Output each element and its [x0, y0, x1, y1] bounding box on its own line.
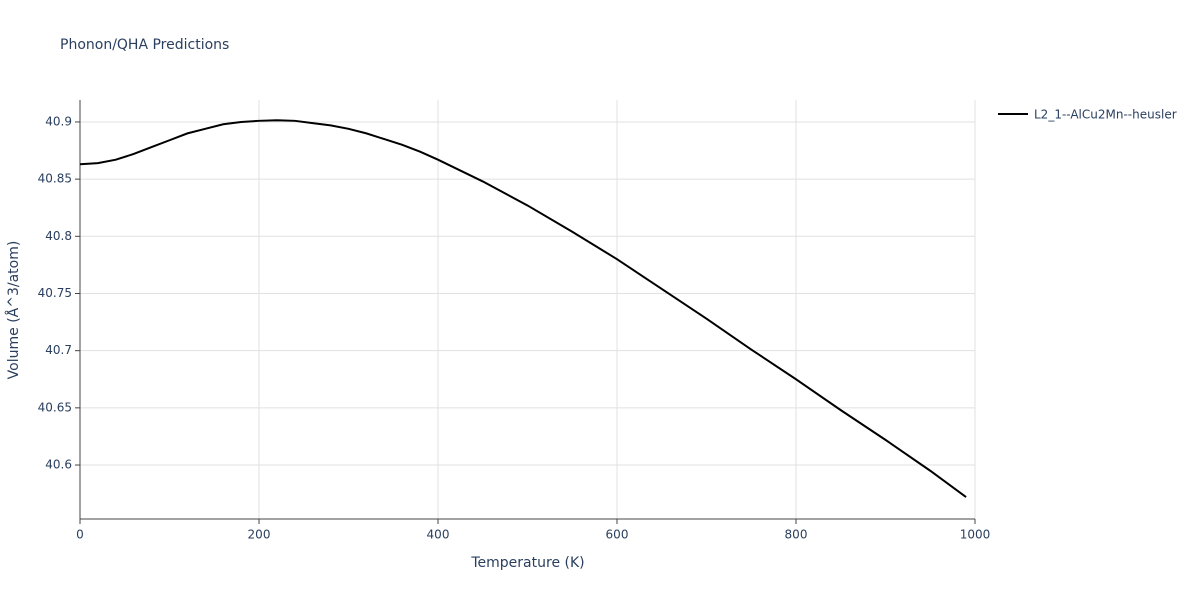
y-tick-label: 40.6 — [45, 458, 72, 472]
x-tick-label: 800 — [785, 528, 808, 542]
x-axis-label: Temperature (K) — [470, 555, 584, 571]
legend-label: L2_1--AlCu2Mn--heusler — [1034, 108, 1177, 122]
y-tick-label: 40.7 — [45, 343, 72, 357]
x-tick-label: 400 — [427, 528, 450, 542]
data-line — [79, 119, 967, 498]
x-tick-label: 600 — [606, 528, 629, 542]
y-tick-label: 40.75 — [38, 286, 72, 300]
y-tick-label: 40.65 — [38, 400, 72, 414]
x-tick-label: 200 — [248, 528, 271, 542]
y-axis-label: Volume (Å^3/atom) — [5, 241, 22, 380]
y-tick-label: 40.8 — [45, 229, 72, 243]
y-tick-label: 40.85 — [38, 172, 72, 186]
chart-title: Phonon/QHA Predictions — [60, 37, 229, 53]
y-tick-label: 40.9 — [45, 114, 72, 128]
x-tick-label: 1000 — [960, 528, 991, 542]
x-tick-label: 0 — [76, 528, 84, 542]
